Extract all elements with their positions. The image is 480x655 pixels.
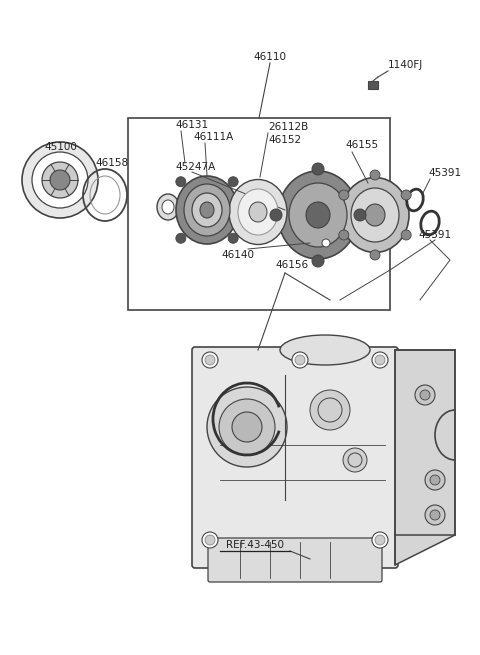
Circle shape xyxy=(22,142,98,218)
Bar xyxy=(128,118,390,310)
Ellipse shape xyxy=(289,183,347,247)
Circle shape xyxy=(50,170,70,190)
Ellipse shape xyxy=(278,171,358,259)
FancyBboxPatch shape xyxy=(192,347,398,568)
FancyBboxPatch shape xyxy=(208,538,382,582)
Circle shape xyxy=(219,399,275,455)
Circle shape xyxy=(228,177,238,187)
Text: 46131: 46131 xyxy=(175,120,208,130)
Circle shape xyxy=(430,475,440,485)
Ellipse shape xyxy=(192,193,222,227)
Circle shape xyxy=(202,532,218,548)
Ellipse shape xyxy=(200,202,214,218)
Text: 46110: 46110 xyxy=(253,52,287,62)
Circle shape xyxy=(339,230,349,240)
Ellipse shape xyxy=(365,204,385,226)
Ellipse shape xyxy=(184,184,230,236)
Ellipse shape xyxy=(280,335,370,365)
Ellipse shape xyxy=(229,179,287,244)
Circle shape xyxy=(343,448,367,472)
Circle shape xyxy=(295,355,305,365)
Ellipse shape xyxy=(306,202,330,228)
Circle shape xyxy=(372,532,388,548)
Text: 46152: 46152 xyxy=(268,135,301,145)
Circle shape xyxy=(42,162,78,198)
Circle shape xyxy=(232,412,262,442)
Polygon shape xyxy=(395,350,455,565)
Ellipse shape xyxy=(351,188,399,242)
Circle shape xyxy=(32,152,88,208)
Circle shape xyxy=(176,233,186,243)
Circle shape xyxy=(425,470,445,490)
Ellipse shape xyxy=(157,194,179,220)
Text: 26112B: 26112B xyxy=(268,122,308,132)
Circle shape xyxy=(318,398,342,422)
Text: 46155: 46155 xyxy=(345,140,378,150)
Circle shape xyxy=(401,230,411,240)
Circle shape xyxy=(205,535,215,545)
Circle shape xyxy=(348,453,362,467)
Circle shape xyxy=(401,190,411,200)
Circle shape xyxy=(312,163,324,175)
Circle shape xyxy=(202,352,218,368)
Ellipse shape xyxy=(249,202,267,222)
Circle shape xyxy=(430,510,440,520)
Circle shape xyxy=(339,190,349,200)
Text: 46156: 46156 xyxy=(276,260,309,270)
Text: 45391: 45391 xyxy=(428,168,461,178)
Circle shape xyxy=(420,390,430,400)
Circle shape xyxy=(375,355,385,365)
Text: 1140FJ: 1140FJ xyxy=(387,60,422,70)
Circle shape xyxy=(176,177,186,187)
Circle shape xyxy=(310,390,350,430)
Circle shape xyxy=(370,170,380,180)
Circle shape xyxy=(370,250,380,260)
Circle shape xyxy=(372,352,388,368)
Text: REF.43-450: REF.43-450 xyxy=(226,540,284,550)
Circle shape xyxy=(207,387,287,467)
Circle shape xyxy=(425,505,445,525)
Circle shape xyxy=(415,385,435,405)
Circle shape xyxy=(270,209,282,221)
Ellipse shape xyxy=(238,189,278,235)
Circle shape xyxy=(228,233,238,243)
Text: 46158: 46158 xyxy=(95,158,128,168)
Bar xyxy=(368,81,378,89)
Circle shape xyxy=(322,239,330,247)
Circle shape xyxy=(292,352,308,368)
Circle shape xyxy=(375,535,385,545)
Circle shape xyxy=(354,209,366,221)
Ellipse shape xyxy=(176,176,238,244)
Text: 46140: 46140 xyxy=(221,250,254,260)
Ellipse shape xyxy=(341,178,409,252)
Text: 45247A: 45247A xyxy=(175,162,215,172)
Circle shape xyxy=(312,255,324,267)
Text: 46111A: 46111A xyxy=(193,132,233,142)
Text: 45100: 45100 xyxy=(44,142,77,152)
Ellipse shape xyxy=(162,200,174,214)
Circle shape xyxy=(205,355,215,365)
Text: 45391: 45391 xyxy=(418,230,451,240)
